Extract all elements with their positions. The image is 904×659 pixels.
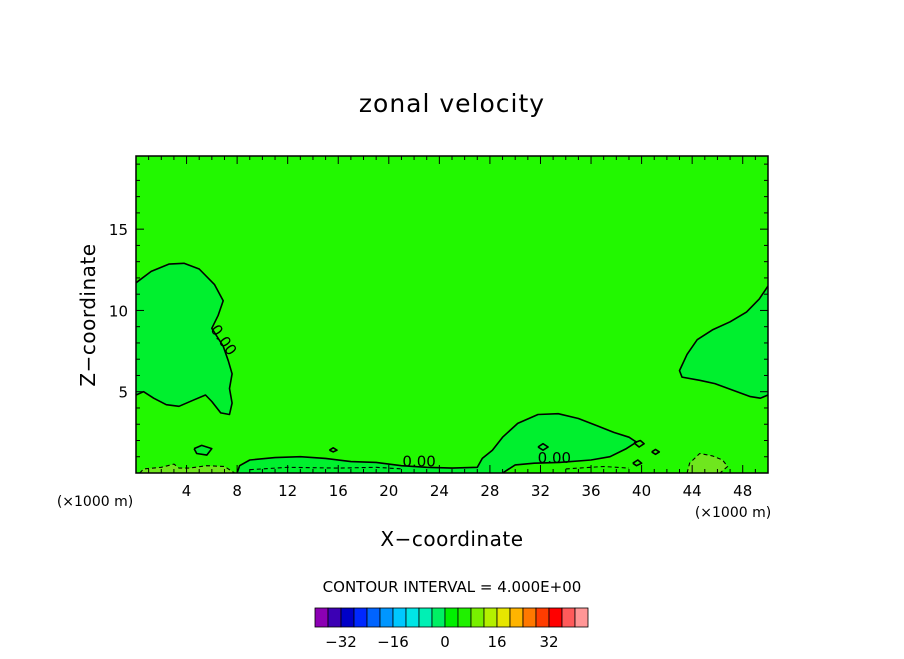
contour-region-1 [237, 413, 637, 473]
y-axis: 5 10 15 [109, 163, 768, 458]
x-tick-label: 4 [182, 482, 192, 500]
x-tick-label: 28 [480, 482, 499, 500]
contour-lines [136, 262, 768, 473]
contour-fill-regions [136, 263, 768, 473]
colorbar-swatch [314, 607, 329, 628]
contour-line-9 [249, 466, 402, 471]
colorbar-swatch [405, 607, 420, 628]
x-tick-label: 24 [430, 482, 449, 500]
colorbar-swatch [418, 607, 433, 628]
contour-line-6 [328, 446, 338, 453]
contour-region-0 [136, 263, 233, 415]
colorbar-swatch [535, 607, 550, 628]
contour-line-3 [193, 444, 213, 456]
x-tick-label: 32 [531, 482, 550, 500]
colorbar-swatch [509, 607, 524, 628]
colorbar-swatch [327, 607, 342, 628]
y-axis-label: Z−coordinate [76, 243, 100, 386]
colorbar-tick-label: 0 [440, 633, 450, 651]
colorbar-swatch [379, 607, 394, 628]
contour-line-4 [537, 442, 549, 452]
x-tick-label: 16 [329, 482, 348, 500]
contour-line-8 [651, 448, 661, 456]
colorbar-swatch [483, 607, 498, 628]
x-unit-left: (×1000 m) [57, 494, 133, 510]
colorbar-swatch [574, 607, 589, 628]
contour-line-2 [678, 285, 768, 400]
colorbar-swatch [561, 607, 576, 628]
colorbar-swatch [457, 607, 472, 628]
colorbar-swatch [366, 607, 381, 628]
x-tick-label: 8 [232, 482, 242, 500]
colorbar-swatch [431, 607, 446, 628]
colorbar: −32 −16 0 16 32 [314, 607, 589, 651]
x-tick-label: 40 [632, 482, 651, 500]
x-tick-label: 44 [683, 482, 702, 500]
colorbar-tick-label: −32 [325, 633, 357, 651]
colorbar-tick-label: 32 [539, 633, 558, 651]
colorbar-swatch [548, 607, 563, 628]
y-tick-label: 15 [109, 221, 128, 239]
colorbar-swatch [444, 607, 459, 628]
colorbar-tick-label: 16 [487, 633, 506, 651]
x-tick-label: 12 [278, 482, 297, 500]
colorbar-swatch [392, 607, 407, 628]
y-tick-label: 5 [118, 384, 128, 402]
plot-area: 0.000.00 0.00 [135, 155, 769, 474]
chart-title: zonal velocity [359, 89, 545, 118]
colorbar-swatch [340, 607, 355, 628]
x-unit-right: (×1000 m) [695, 505, 771, 521]
colorbar-swatch [496, 607, 511, 628]
colorbar-swatch [470, 607, 485, 628]
colorbar-swatch [353, 607, 368, 628]
contour-region-2 [679, 286, 768, 399]
x-tick-label: 36 [581, 482, 600, 500]
x-tick-label: 20 [379, 482, 398, 500]
contour-line-10 [565, 465, 630, 470]
contour-interval-text: CONTOUR INTERVAL = 4.000E+00 [323, 578, 582, 596]
contour-label-1: 0.00 [402, 452, 435, 470]
plot-background [136, 156, 768, 473]
contour-line-5 [633, 439, 645, 448]
x-axis: 4 8 12 16 20 24 28 32 36 40 44 48 [148, 156, 756, 500]
colorbar-swatch [522, 607, 537, 628]
contour-line-0 [136, 262, 233, 416]
x-tick-label: 48 [733, 482, 752, 500]
y-tick-label: 10 [109, 302, 128, 320]
contour-label-2: 0.00 [538, 449, 571, 467]
contour-line-7 [632, 459, 643, 467]
contour-line-12 [686, 452, 729, 473]
contour-line-1 [236, 412, 638, 473]
contour-line-11 [139, 463, 235, 473]
colorbar-tick-label: −16 [377, 633, 409, 651]
x-axis-label: X−coordinate [380, 527, 523, 551]
